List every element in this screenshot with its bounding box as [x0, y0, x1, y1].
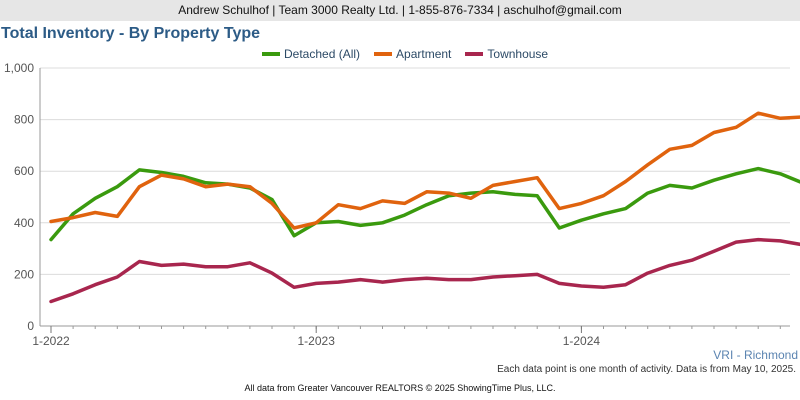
x-tick-label: 1-2024: [563, 334, 601, 348]
y-tick-label: 200: [14, 267, 34, 281]
y-tick-label: 600: [14, 164, 34, 178]
y-tick-label: 1,000: [4, 61, 34, 75]
x-tick-label: 1-2022: [32, 334, 70, 348]
x-tick-label: 1-2023: [298, 334, 336, 348]
data-credit: All data from Greater Vancouver REALTORS…: [244, 383, 556, 393]
y-tick-label: 800: [14, 113, 34, 127]
legend-label-apartment: Apartment: [396, 47, 452, 61]
legend-swatch-apartment: [374, 52, 393, 56]
y-tick-label: 0: [27, 319, 34, 333]
series-line-1: [49, 111, 800, 230]
legend-swatch-detached: [262, 52, 280, 56]
series-line-0: [49, 166, 800, 242]
legend-label-townhouse: Townhouse: [487, 47, 549, 61]
y-tick-label: 400: [14, 216, 34, 230]
legend-item-apartment[interactable]: Apartment: [374, 47, 451, 61]
legend-swatch-townhouse: [465, 52, 484, 56]
chart-title: Total Inventory - By Property Type: [1, 25, 261, 42]
data-footnote: Each data point is one month of activity…: [497, 364, 796, 375]
series-line-2: [49, 237, 800, 304]
agent-contact-header: Andrew Schulhof | Team 3000 Realty Ltd. …: [0, 0, 800, 21]
chart-legend: Detached (All) Apartment Townhouse: [262, 46, 562, 62]
legend-label-detached: Detached (All): [284, 47, 361, 61]
region-label: VRI - Richmond: [713, 348, 798, 362]
legend-item-townhouse[interactable]: Townhouse: [465, 47, 548, 61]
legend-item-detached[interactable]: Detached (All): [262, 47, 360, 61]
